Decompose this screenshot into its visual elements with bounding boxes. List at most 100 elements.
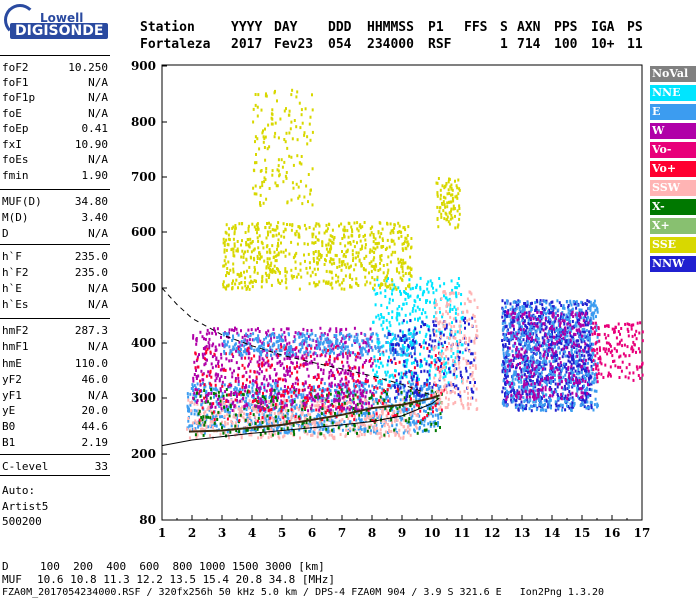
echo-point [449, 307, 452, 311]
echo-point [250, 241, 253, 245]
echo-point [414, 385, 417, 388]
echo-point [251, 222, 254, 226]
echo-point [372, 240, 375, 244]
echo-point [358, 366, 361, 370]
echo-point [231, 352, 234, 356]
echo-point [337, 391, 340, 395]
echo-point [313, 281, 316, 285]
echo-point [420, 419, 423, 422]
echo-point [291, 398, 294, 402]
echo-point [409, 421, 412, 425]
echo-point [301, 346, 304, 350]
echo-point [391, 292, 393, 296]
echo-point [531, 314, 534, 318]
echo-point [295, 412, 298, 416]
echo-point [402, 363, 405, 367]
echo-point [327, 396, 330, 399]
echo-point [219, 415, 221, 419]
echo-point [363, 433, 366, 437]
echo-point [398, 271, 401, 275]
param-row: MUF(D) 34.80 [2, 195, 108, 209]
echo-point [582, 367, 585, 371]
echo-point [364, 395, 367, 399]
echo-point [265, 197, 268, 201]
echo-point [435, 367, 438, 371]
echo-point [245, 402, 248, 406]
echo-point [314, 375, 317, 379]
echo-point [545, 325, 548, 329]
echo-point [310, 426, 312, 430]
echo-point [569, 392, 572, 396]
echo-point [233, 391, 235, 395]
echo-point [213, 421, 216, 425]
header-label-hhmmss: HHMMSS [367, 20, 414, 35]
echo-point [284, 228, 287, 232]
echo-point [268, 257, 271, 261]
echo-point [397, 286, 400, 290]
echo-point [417, 419, 420, 423]
echo-point [298, 417, 301, 421]
echo-point [307, 173, 310, 176]
echo-point [399, 336, 401, 340]
echo-point [289, 431, 292, 435]
echo-point [359, 398, 362, 402]
echo-point [373, 428, 376, 432]
echo-point [298, 343, 301, 347]
echo-point [300, 356, 303, 360]
echo-point [225, 332, 228, 336]
echo-point [277, 396, 279, 400]
echo-point [558, 365, 561, 369]
echo-point [281, 408, 284, 412]
echo-point [382, 390, 385, 394]
echo-point [280, 241, 282, 245]
echo-point [326, 400, 329, 403]
echo-point [263, 383, 266, 387]
echo-point [321, 428, 324, 431]
echo-point [271, 388, 273, 392]
echo-point [225, 231, 228, 235]
echo-point [381, 401, 384, 405]
echo-point [302, 402, 305, 406]
echo-point [341, 406, 344, 410]
echo-point [191, 424, 194, 428]
echo-point [501, 369, 504, 373]
echo-point [376, 278, 379, 282]
echo-point [376, 275, 379, 279]
echo-point [239, 390, 242, 394]
echo-point [233, 230, 236, 234]
echo-point [420, 345, 423, 349]
echo-point [338, 260, 341, 264]
echo-point [379, 361, 382, 365]
echo-point [254, 268, 256, 272]
echo-point [238, 345, 241, 349]
echo-point [270, 414, 273, 418]
echo-point [316, 398, 319, 402]
echo-point [382, 316, 385, 320]
echo-point [358, 224, 361, 228]
echo-point [331, 428, 334, 432]
echo-point [238, 222, 241, 226]
echo-point [276, 355, 279, 359]
echo-point [353, 392, 356, 396]
echo-point [403, 290, 406, 294]
echo-point [394, 369, 397, 373]
echo-point [427, 412, 430, 415]
echo-point [326, 394, 329, 398]
echo-point [325, 340, 328, 344]
param-value: N/A [88, 91, 108, 104]
echo-point [232, 250, 235, 254]
echo-point [325, 347, 328, 351]
echo-point [359, 430, 362, 434]
echo-point [298, 194, 301, 198]
echo-point [245, 269, 248, 273]
echo-point [265, 418, 268, 422]
echo-point [558, 367, 561, 371]
echo-point [340, 409, 343, 413]
echo-point [424, 393, 427, 397]
echo-point [399, 436, 402, 440]
echo-point [195, 400, 198, 404]
echo-point [372, 413, 375, 416]
echo-point [324, 350, 327, 354]
param-row: M(D) 3.40 [2, 211, 108, 225]
echo-point [225, 399, 228, 403]
